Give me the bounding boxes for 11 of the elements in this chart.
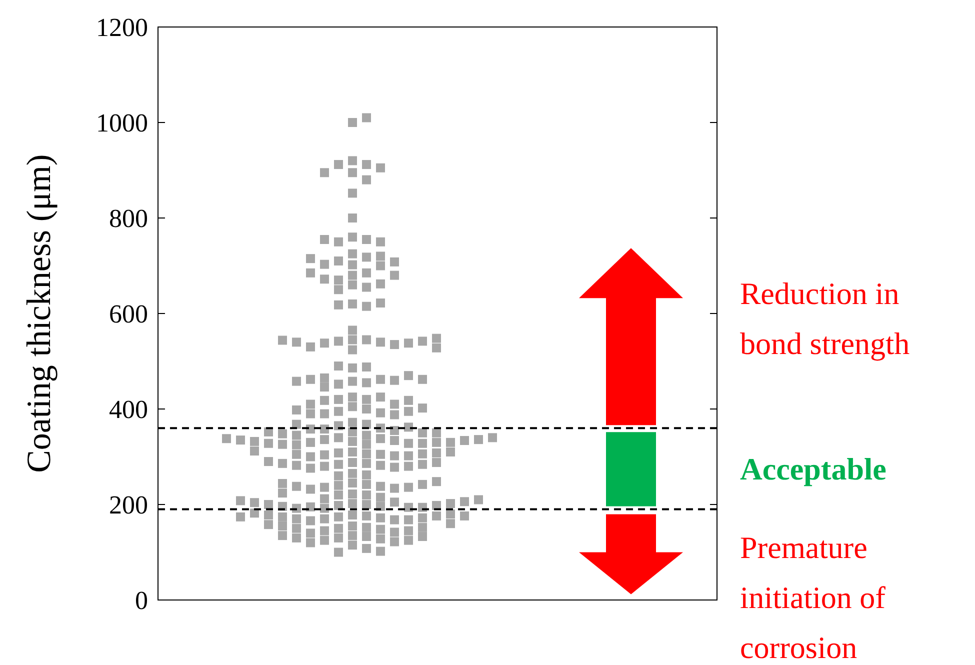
y-axis-title: Coating thickness (μm) [21,154,58,473]
y-tick-label: 1200 [96,13,148,42]
y-tick-label: 200 [109,490,148,520]
text: Reduction in bond strength [740,276,910,361]
y-tick-label: 0 [135,586,148,616]
text: Premature initiation of corrosion [740,530,886,665]
y-tick-label: 600 [109,300,148,329]
y-tick-label: 800 [109,204,148,234]
text: Acceptable [740,452,886,487]
y-tick-label: 400 [109,395,148,424]
y-tick-label: 1000 [96,108,148,138]
